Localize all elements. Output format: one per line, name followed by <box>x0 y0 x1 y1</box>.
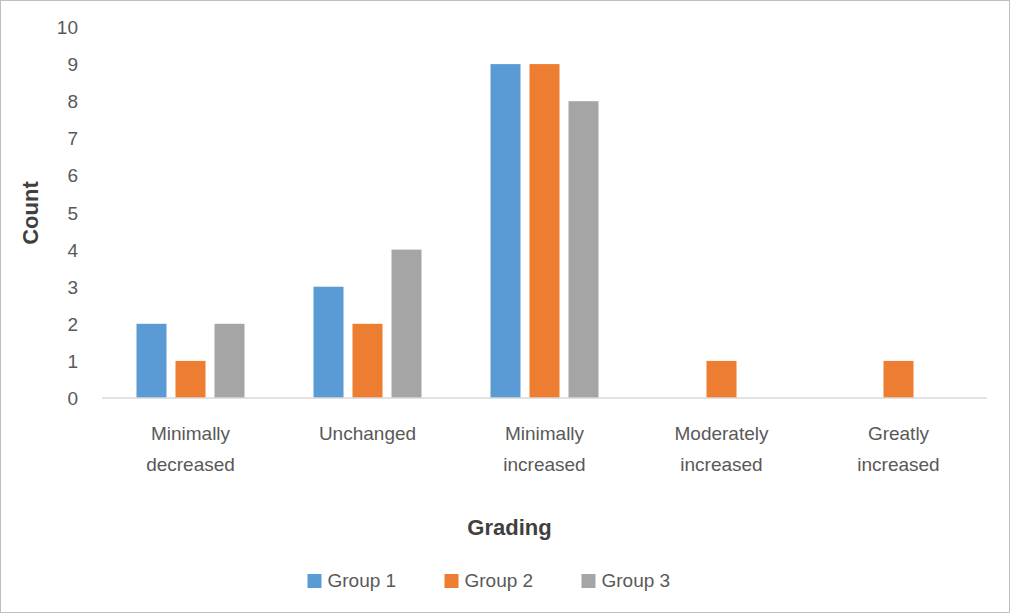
legend-swatch <box>582 574 596 588</box>
bar <box>707 361 737 398</box>
bar <box>392 250 422 398</box>
y-tick-label: 2 <box>67 314 78 335</box>
label-line: decreased <box>146 454 235 475</box>
y-tick-label: 10 <box>57 17 78 38</box>
bar <box>530 64 560 398</box>
x-tick-label: Greatly increased <box>857 423 939 475</box>
y-tick-label: 9 <box>67 54 78 75</box>
x-tick-label: Minimally increased <box>503 423 585 475</box>
x-tick-label: Unchanged <box>319 423 416 444</box>
label-line: Minimally <box>151 423 231 444</box>
y-tick-label: 1 <box>67 351 78 372</box>
bar <box>884 361 914 398</box>
bar <box>137 324 167 398</box>
x-axis-title: Grading <box>467 515 551 540</box>
bar <box>314 287 344 398</box>
y-tick-label: 5 <box>67 203 78 224</box>
bar <box>176 361 206 398</box>
bar <box>491 64 521 398</box>
bars <box>137 64 914 398</box>
y-tick-label: 8 <box>67 91 78 112</box>
bar <box>215 324 245 398</box>
legend-swatch <box>445 574 459 588</box>
x-tick-label: Minimally decreased <box>146 423 235 475</box>
label-line: increased <box>857 454 939 475</box>
y-tick-label: 4 <box>67 240 78 261</box>
x-axis-line <box>102 397 987 399</box>
y-axis-title: Count <box>18 181 43 245</box>
y-tick-label: 7 <box>67 128 78 149</box>
y-tick-label: 3 <box>67 277 78 298</box>
x-tick-label: Moderately increased <box>675 423 769 475</box>
y-tick-label: 0 <box>67 388 78 409</box>
legend-label: Group 2 <box>465 570 534 591</box>
label-line: Greatly <box>868 423 930 444</box>
y-tick-label: 6 <box>67 165 78 186</box>
label-line: increased <box>680 454 762 475</box>
legend-label: Group 1 <box>328 570 397 591</box>
bar <box>569 101 599 398</box>
label-line: increased <box>503 454 585 475</box>
label-line: Moderately <box>675 423 769 444</box>
label-line: Unchanged <box>319 423 416 444</box>
label-line: Minimally <box>505 423 585 444</box>
legend-swatch <box>308 574 322 588</box>
bar <box>353 324 383 398</box>
legend-label: Group 3 <box>602 570 671 591</box>
chart-frame <box>1 1 1010 613</box>
chart-svg: 0 1 2 3 4 5 6 7 8 9 10 Minimally decreased Unchanged M… <box>0 0 1010 613</box>
chart-container: 0 1 2 3 4 5 6 7 8 9 10 Minimally decreased Unchanged M… <box>0 0 1010 613</box>
legend: Group 1 Group 2 Group 3 <box>308 570 671 591</box>
